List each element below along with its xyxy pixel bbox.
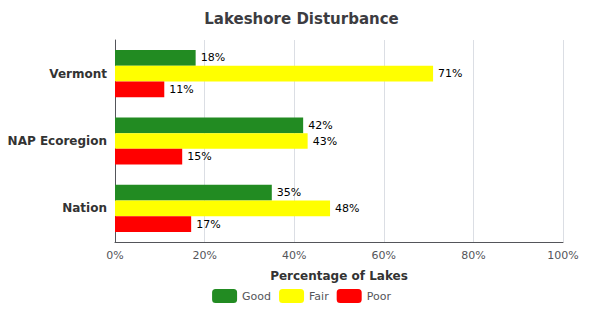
svg-text:11%: 11% (169, 83, 193, 96)
svg-text:15%: 15% (187, 150, 211, 163)
svg-text:60%: 60% (372, 249, 396, 262)
svg-text:71%: 71% (438, 67, 462, 80)
svg-text:Vermont: Vermont (49, 67, 107, 81)
svg-text:18%: 18% (201, 51, 225, 64)
svg-text:Lakeshore Disturbance: Lakeshore Disturbance (204, 10, 399, 28)
svg-text:42%: 42% (308, 119, 332, 132)
svg-text:20%: 20% (192, 249, 216, 262)
svg-text:Nation: Nation (62, 201, 107, 215)
svg-text:80%: 80% (461, 249, 485, 262)
svg-text:17%: 17% (196, 218, 220, 231)
svg-text:NAP Ecoregion: NAP Ecoregion (8, 134, 107, 148)
svg-text:Good: Good (242, 290, 271, 303)
svg-text:Percentage of Lakes: Percentage of Lakes (270, 269, 408, 283)
svg-text:0%: 0% (106, 249, 123, 262)
svg-text:100%: 100% (547, 249, 578, 262)
svg-text:48%: 48% (335, 202, 359, 215)
svg-text:Fair: Fair (309, 290, 329, 303)
svg-text:43%: 43% (313, 135, 337, 148)
svg-text:Poor: Poor (367, 290, 392, 303)
svg-text:35%: 35% (277, 186, 301, 199)
svg-text:40%: 40% (282, 249, 306, 262)
